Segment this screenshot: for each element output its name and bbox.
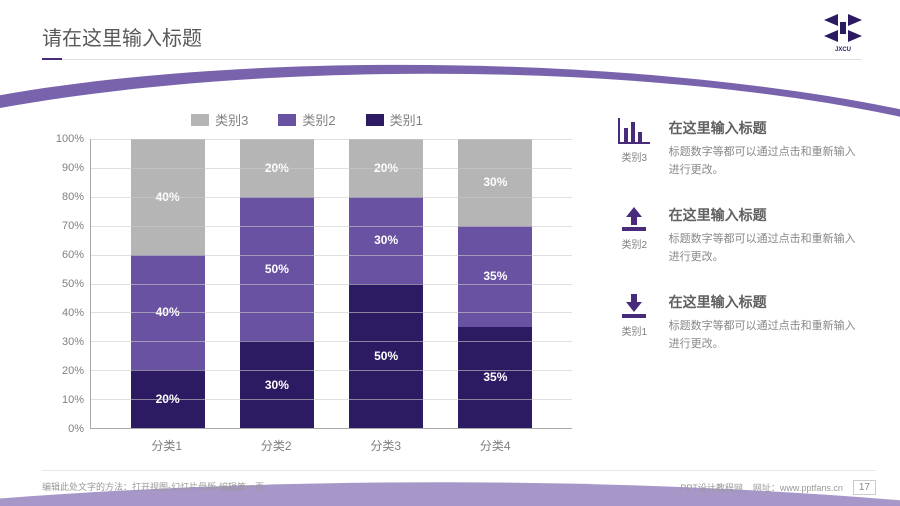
footer-brand: PPT设计教程网 xyxy=(680,481,743,494)
side-text: 在这里输入标题标题数字等都可以通过点击和重新输入进行更改。 xyxy=(669,292,866,353)
y-tick-label: 80% xyxy=(62,191,84,203)
grid-line xyxy=(91,139,572,140)
bar-segment-series1: 30% xyxy=(240,341,314,428)
y-tick-label: 20% xyxy=(62,365,84,377)
grid-line xyxy=(91,284,572,285)
side-item-desc[interactable]: 标题数字等都可以通过点击和重新输入进行更改。 xyxy=(669,231,866,266)
slide-title[interactable]: 请在这里输入标题 xyxy=(42,22,900,51)
side-list: 类别3在这里输入标题标题数字等都可以通过点击和重新输入进行更改。类别2在这里输入… xyxy=(572,118,866,454)
slide-footer: 编辑此处文字的方法：打开视图-幻灯片母版-编辑第一页 PPT设计教程网 网址：w… xyxy=(0,470,900,506)
x-tick-label: 分类3 xyxy=(349,437,423,454)
footer-credits: PPT设计教程网 网址：www.pptfans.cn 17 xyxy=(680,480,876,495)
footer-url-label: 网址： xyxy=(753,483,780,493)
bar-segment-series2: 50% xyxy=(240,197,314,342)
grid-line xyxy=(91,399,572,400)
y-tick-label: 50% xyxy=(62,278,84,290)
legend-label: 类别1 xyxy=(390,110,423,129)
side-icon-label: 类别3 xyxy=(622,149,648,164)
legend-swatch xyxy=(366,114,384,126)
side-item: 类别2 在这里输入标题标题数字等都可以通过点击和重新输入进行更改。 xyxy=(618,205,866,266)
side-item-desc[interactable]: 标题数字等都可以通过点击和重新输入进行更改。 xyxy=(669,318,866,353)
legend-swatch xyxy=(278,114,296,126)
bar-segment-series3: 30% xyxy=(458,139,532,226)
footer-url-group: 网址：www.pptfans.cn xyxy=(753,481,843,494)
brand-logo: JXCU xyxy=(820,12,866,52)
footer-instruction: 编辑此处文字的方法：打开视图-幻灯片母版-编辑第一页 xyxy=(42,480,264,493)
grid-line xyxy=(91,370,572,371)
y-tick-label: 70% xyxy=(62,220,84,232)
plot-area: 40%40%20%20%50%30%20%30%50%30%35%35% xyxy=(90,139,572,429)
download-icon: 类别1 xyxy=(618,292,651,353)
grid-line xyxy=(91,312,572,313)
bar-icon: 类别3 xyxy=(618,118,651,179)
bar-segment-series1: 50% xyxy=(349,284,423,429)
legend-label: 类别3 xyxy=(215,110,248,129)
legend-item: 类别2 xyxy=(278,110,335,129)
grid-line xyxy=(91,226,572,227)
grid-line xyxy=(91,197,572,198)
legend-swatch xyxy=(191,114,209,126)
side-text: 在这里输入标题标题数字等都可以通过点击和重新输入进行更改。 xyxy=(669,118,866,179)
upload-icon: 类别2 xyxy=(618,205,651,266)
x-tick-label: 分类2 xyxy=(239,437,313,454)
side-icon-label: 类别2 xyxy=(622,236,648,251)
x-tick-label: 分类4 xyxy=(458,437,532,454)
grid-line xyxy=(91,168,572,169)
side-item-title[interactable]: 在这里输入标题 xyxy=(669,118,866,138)
legend-item: 类别1 xyxy=(366,110,423,129)
y-tick-label: 90% xyxy=(62,162,84,174)
grid-line xyxy=(91,255,572,256)
y-axis: 0%10%20%30%40%50%60%70%80%90%100% xyxy=(42,139,90,429)
svg-text:JXCU: JXCU xyxy=(835,47,851,52)
stacked-bar-chart: 0%10%20%30%40%50%60%70%80%90%100% 40%40%… xyxy=(42,139,572,429)
side-item: 类别1 在这里输入标题标题数字等都可以通过点击和重新输入进行更改。 xyxy=(618,292,866,353)
legend-item: 类别3 xyxy=(191,110,248,129)
y-tick-label: 10% xyxy=(62,394,84,406)
side-item-title[interactable]: 在这里输入标题 xyxy=(669,205,866,225)
y-tick-label: 40% xyxy=(62,307,84,319)
chart-legend: 类别3 类别2 类别1 xyxy=(42,110,572,129)
x-tick-label: 分类1 xyxy=(130,437,204,454)
chart-container: 类别3 类别2 类别1 0% 10% 20% 30% 40% 50% 60% 70% 80% 90% 1… xyxy=(42,110,572,454)
grid-line xyxy=(91,341,572,342)
side-icon-label: 类别1 xyxy=(622,323,648,338)
y-tick-label: 60% xyxy=(62,249,84,261)
footer-url[interactable]: www.pptfans.cn xyxy=(780,483,843,493)
side-item-desc[interactable]: 标题数字等都可以通过点击和重新输入进行更改。 xyxy=(669,144,866,179)
y-tick-label: 100% xyxy=(56,133,84,145)
y-tick-label: 30% xyxy=(62,336,84,348)
side-text: 在这里输入标题标题数字等都可以通过点击和重新输入进行更改。 xyxy=(669,205,866,266)
page-number: 17 xyxy=(853,480,876,495)
side-item: 类别3 在这里输入标题标题数字等都可以通过点击和重新输入进行更改。 xyxy=(618,118,866,179)
slide-header: 请在这里输入标题 JXCU xyxy=(0,0,900,60)
y-tick-label: 0% xyxy=(68,423,84,435)
legend-label: 类别2 xyxy=(302,110,335,129)
footer-divider xyxy=(42,470,876,471)
x-axis-labels: 分类1 分类2 分类3 分类4 xyxy=(42,429,572,454)
side-item-title[interactable]: 在这里输入标题 xyxy=(669,292,866,312)
bar-segment-series2: 30% xyxy=(349,197,423,284)
